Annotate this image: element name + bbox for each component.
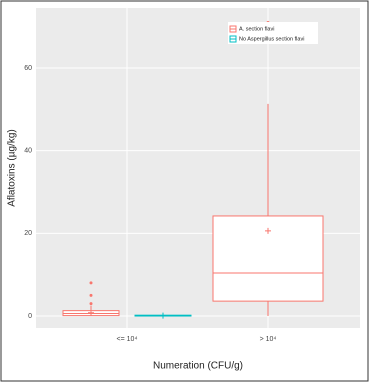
x-axis-title: Numeration (CFU/g): [153, 361, 243, 372]
legend-box: [228, 22, 318, 44]
outlier: [89, 302, 93, 306]
outlier: [89, 293, 93, 297]
mean-marker: [265, 227, 271, 234]
legend-label: No Aspergillus section flavi: [239, 36, 304, 42]
y-axis-title: Aflatoxins (µg/kg): [7, 129, 18, 206]
x-tick-label: > 10⁴: [260, 336, 277, 343]
x-tick-label: <= 10⁴: [117, 336, 138, 343]
mean-marker: [160, 312, 166, 319]
y-tick-label: 0: [28, 313, 32, 320]
legend-label: A. section flavi: [239, 26, 274, 32]
y-tick-label: 40: [24, 147, 32, 154]
outlier: [89, 281, 93, 285]
mean-marker: [88, 309, 94, 316]
y-tick-label: 60: [24, 65, 32, 72]
y-tick-label: 20: [24, 230, 32, 237]
